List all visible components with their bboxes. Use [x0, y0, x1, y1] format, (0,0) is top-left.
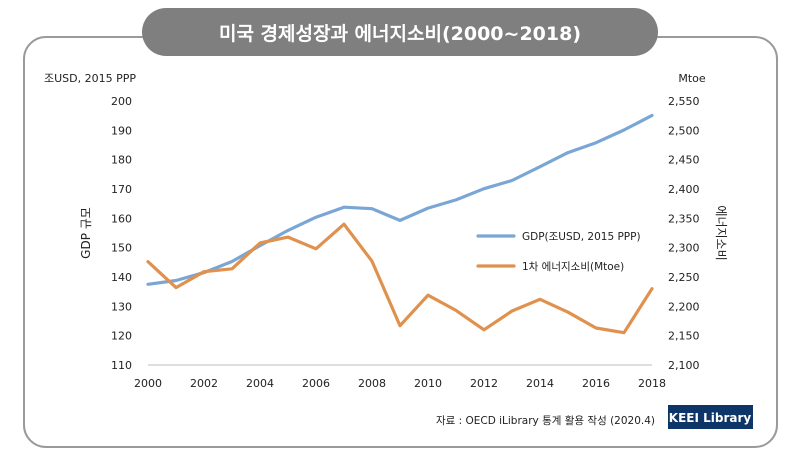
right-axis-title: 에너지소비: [714, 205, 728, 260]
right-tick-label: 2,300: [668, 242, 700, 255]
right-tick-label: 2,550: [668, 95, 700, 108]
left-tick-label: 150: [111, 242, 132, 255]
legend-gdp-label: GDP(조USD, 2015 PPP): [522, 231, 641, 243]
x-tick-label: 2000: [134, 377, 162, 390]
keei-badge-label: KEEI Library: [669, 411, 752, 425]
left-tick-label: 110: [111, 359, 132, 372]
left-axis-unit-label: 조USD, 2015 PPP: [44, 72, 136, 85]
source-note: 자료 : OECD iLibrary 통계 활용 작성 (2020.4): [436, 414, 655, 427]
right-tick-label: 2,350: [668, 212, 700, 225]
series-lines: [146, 113, 654, 335]
right-tick-label: 2,100: [668, 359, 700, 372]
x-tick-label: 2018: [638, 377, 666, 390]
x-axis-ticks: 2000 2002 2004 2006 2008 2010 2012 2014 2016 2018: [134, 377, 666, 390]
energy-line: [146, 222, 654, 335]
x-tick-label: 2006: [302, 377, 330, 390]
right-axis-unit-label: Mtoe: [678, 72, 706, 85]
left-tick-label: 140: [111, 271, 132, 284]
left-tick-label: 160: [111, 212, 132, 225]
left-tick-label: 200: [111, 95, 132, 108]
left-tick-label: 130: [111, 300, 132, 313]
x-tick-label: 2012: [470, 377, 498, 390]
left-tick-label: 190: [111, 124, 132, 137]
x-tick-label: 2010: [414, 377, 442, 390]
left-axis-ticks: 110 120 130 140 150 160 170 180 190 200: [111, 95, 132, 372]
title-banner: [142, 8, 658, 56]
x-tick-label: 2002: [190, 377, 218, 390]
right-tick-label: 2,200: [668, 300, 700, 313]
right-tick-label: 2,400: [668, 183, 700, 196]
keei-badge: [668, 405, 753, 429]
left-axis-title: GDP 규모: [79, 207, 93, 259]
right-tick-label: 2,500: [668, 124, 700, 137]
right-tick-label: 2,250: [668, 271, 700, 284]
left-tick-label: 180: [111, 154, 132, 167]
left-tick-label: 120: [111, 330, 132, 343]
x-tick-label: 2004: [246, 377, 274, 390]
chart-title: 미국 경제성장과 에너지소비(2000~2018): [219, 23, 581, 45]
x-tick-label: 2008: [358, 377, 386, 390]
legend-energy-label: 1차 에너지소비(Mtoe): [522, 261, 624, 273]
right-tick-label: 2,450: [668, 154, 700, 167]
left-tick-label: 170: [111, 183, 132, 196]
gdp-line: [146, 113, 654, 286]
right-axis-ticks: 2,100 2,150 2,200 2,250 2,300 2,350 2,400 2,450…: [668, 95, 700, 372]
x-tick-label: 2014: [526, 377, 554, 390]
right-tick-label: 2,150: [668, 330, 700, 343]
legend: GDP(조USD, 2015 PPP) 1차 에너지소비(Mtoe): [476, 231, 641, 273]
x-tick-label: 2016: [582, 377, 610, 390]
